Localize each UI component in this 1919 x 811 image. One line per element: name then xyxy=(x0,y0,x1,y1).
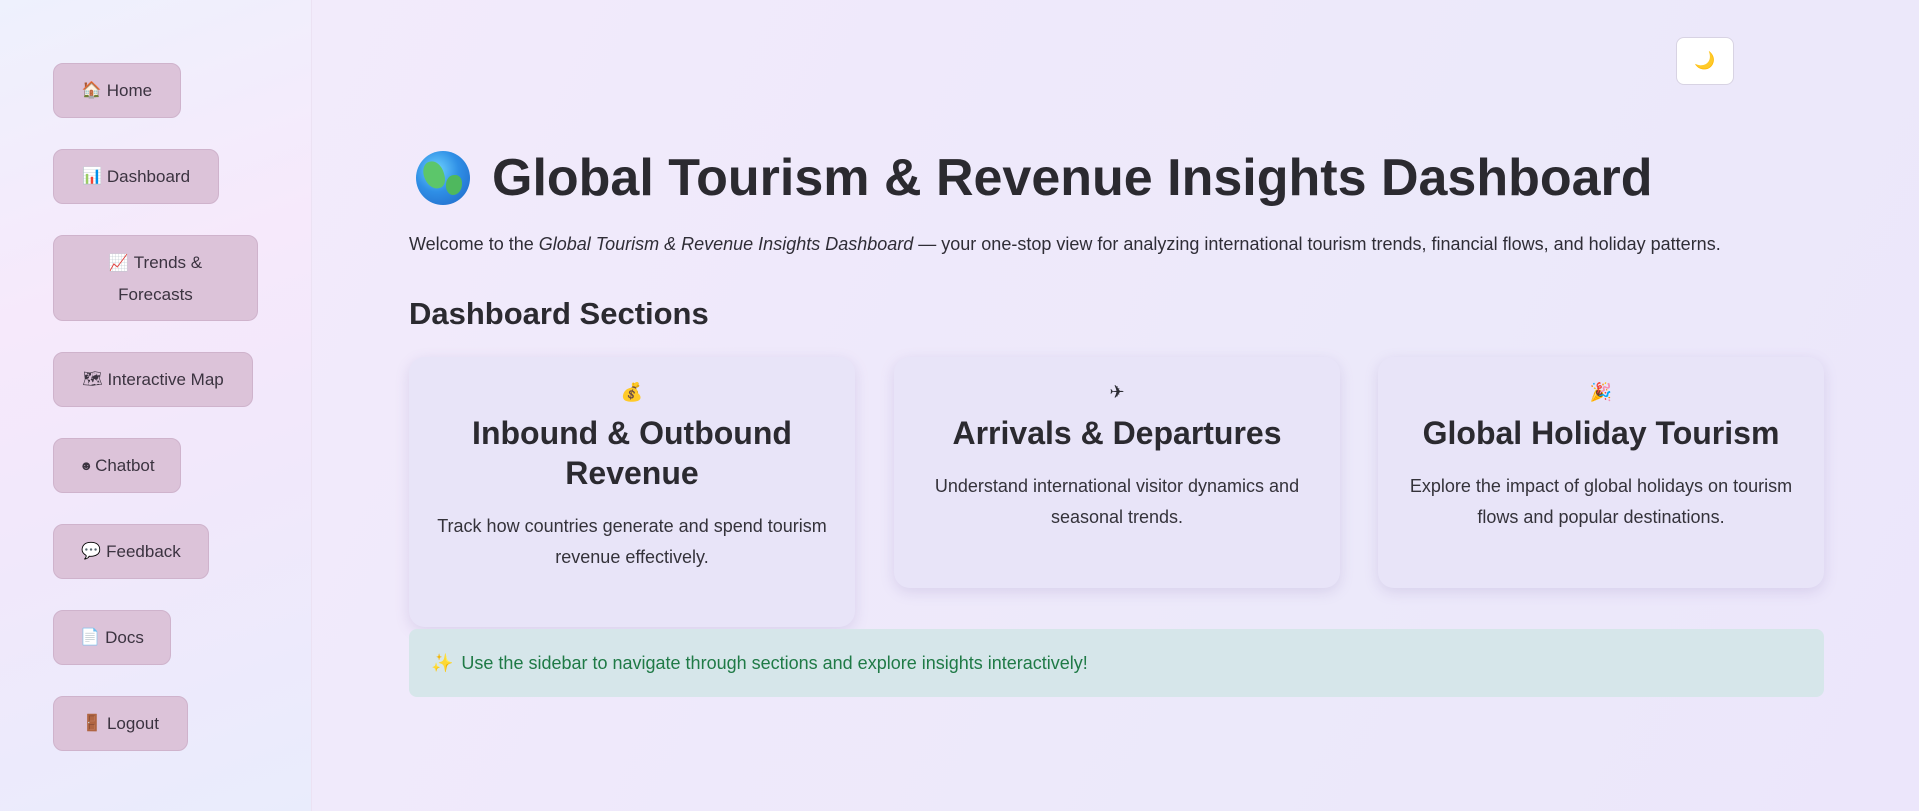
sidebar-item-label: Dashboard xyxy=(106,167,191,186)
card-description: Understand international visitor dynamic… xyxy=(934,476,1300,527)
card-title: Arrivals & Departures xyxy=(952,415,1282,451)
page-title: Global Tourism & Revenue Insights Dashbo… xyxy=(492,149,1653,207)
sections-heading: Dashboard Sections xyxy=(409,296,709,331)
card-title: Global Holiday Tourism xyxy=(1422,415,1780,451)
document-icon: 📄 xyxy=(80,629,101,646)
sidebar: 🏠 Home 📊 Dashboard 📈 Trends & Forecasts 🗺… xyxy=(0,0,312,811)
sidebar-item-label: Logout xyxy=(106,714,159,733)
globe-icon xyxy=(416,151,470,205)
intro-text: Welcome to the Global Tourism & Revenue … xyxy=(409,234,1721,255)
card-description: Track how countries generate and spend t… xyxy=(437,516,827,567)
sidebar-item-label: Feedback xyxy=(106,542,181,561)
intro-emphasis: Global Tourism & Revenue Insights Dashbo… xyxy=(538,234,914,254)
info-banner-text: Use the sidebar to navigate through sect… xyxy=(461,652,1088,673)
card-description: Explore the impact of global holidays on… xyxy=(1409,476,1793,527)
card-global-holiday-tourism[interactable]: 🎉 Global Holiday Tourism Explore the imp… xyxy=(1378,357,1824,588)
page-header: Global Tourism & Revenue Insights Dashbo… xyxy=(416,148,1653,208)
house-icon: 🏠 xyxy=(81,82,102,99)
card-arrivals-departures[interactable]: ✈ Arrivals & Departures Understand inter… xyxy=(894,357,1340,588)
sidebar-item-label-wrap: 📈 Trends & Forecasts xyxy=(74,247,237,310)
card-inbound-outbound-revenue[interactable]: 💰 Inbound & Outbound Revenue Track how c… xyxy=(409,357,855,627)
card-title: Inbound & Outbound Revenue xyxy=(472,415,792,491)
sparkles-icon: ✨ xyxy=(431,652,454,673)
sidebar-item-chatbot[interactable]: ☻ Chatbot xyxy=(53,438,181,493)
speech-bubble-icon: 💬 xyxy=(81,543,102,560)
moon-icon: 🌙 xyxy=(1694,51,1716,70)
theme-toggle-button[interactable]: 🌙 xyxy=(1676,37,1734,85)
sidebar-item-label: Interactive Map xyxy=(107,370,224,389)
sidebar-item-logout[interactable]: 🚪 Logout xyxy=(53,696,188,751)
party-popper-icon: 🎉 xyxy=(1589,382,1613,402)
sidebar-item-feedback[interactable]: 💬 Feedback xyxy=(53,524,209,579)
airplane-icon: ✈ xyxy=(1109,382,1125,402)
intro-prefix: Welcome to the xyxy=(409,234,539,254)
door-icon: 🚪 xyxy=(82,715,102,732)
sidebar-item-dashboard[interactable]: 📊 Dashboard xyxy=(53,149,219,204)
sidebar-item-label: Docs xyxy=(105,628,144,647)
chatbot-icon: ☻ xyxy=(79,458,94,473)
sidebar-item-interactive-map[interactable]: 🗺 Interactive Map xyxy=(53,352,253,407)
sidebar-item-label: Chatbot xyxy=(95,456,155,475)
sidebar-item-label: Trends & Forecasts xyxy=(118,252,203,304)
bar-chart-icon: 📊 xyxy=(81,168,102,185)
trend-chart-icon: 📈 xyxy=(108,254,129,272)
world-map-icon: 🗺 xyxy=(82,371,103,388)
info-banner: ✨ Use the sidebar to navigate through se… xyxy=(409,629,1824,697)
sidebar-item-label: Home xyxy=(106,81,153,100)
sidebar-item-docs[interactable]: 📄 Docs xyxy=(53,610,171,665)
intro-suffix: — your one-stop view for analyzing inter… xyxy=(913,234,1721,254)
sidebar-item-trends-forecasts[interactable]: 📈 Trends & Forecasts xyxy=(53,235,258,321)
sidebar-item-home[interactable]: 🏠 Home xyxy=(53,63,181,118)
money-bag-icon: 💰 xyxy=(620,382,644,402)
